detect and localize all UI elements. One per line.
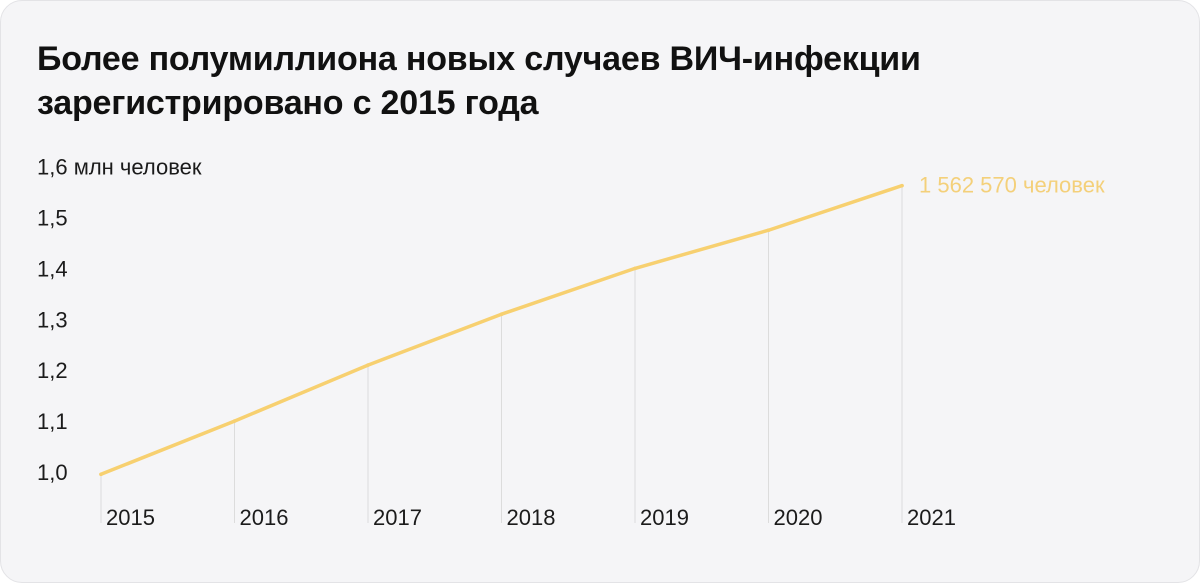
y-tick-label: 1,3 [37,307,68,332]
data-point [766,228,771,233]
y-tick-label: 1,4 [37,256,68,281]
data-point [232,419,237,423]
y-tick-label: 1,5 [37,206,68,231]
data-point [366,363,370,367]
x-tick-label: 2016 [240,505,289,530]
x-tick-label: 2017 [373,505,422,530]
x-tick-label: 2018 [507,505,556,530]
y-tick-label: 1,2 [37,358,68,383]
x-tick-label: 2019 [640,505,689,530]
data-point [633,266,637,271]
y-tick-label: 1,1 [37,409,68,434]
end-value-label: 1 562 570 человек [919,173,1105,198]
x-tick-label: 2015 [106,505,155,530]
y-tick-label: 1,0 [37,460,68,485]
data-point [99,472,103,477]
data-point [900,183,904,188]
data-point [499,312,504,317]
chart-title: Более полумиллиона новых случаев ВИЧ-инф… [37,40,921,122]
x-tick-label: 2020 [774,505,823,530]
x-tick-label: 2021 [907,505,956,530]
y-tick-label: 1,6 млн человек [37,155,202,180]
